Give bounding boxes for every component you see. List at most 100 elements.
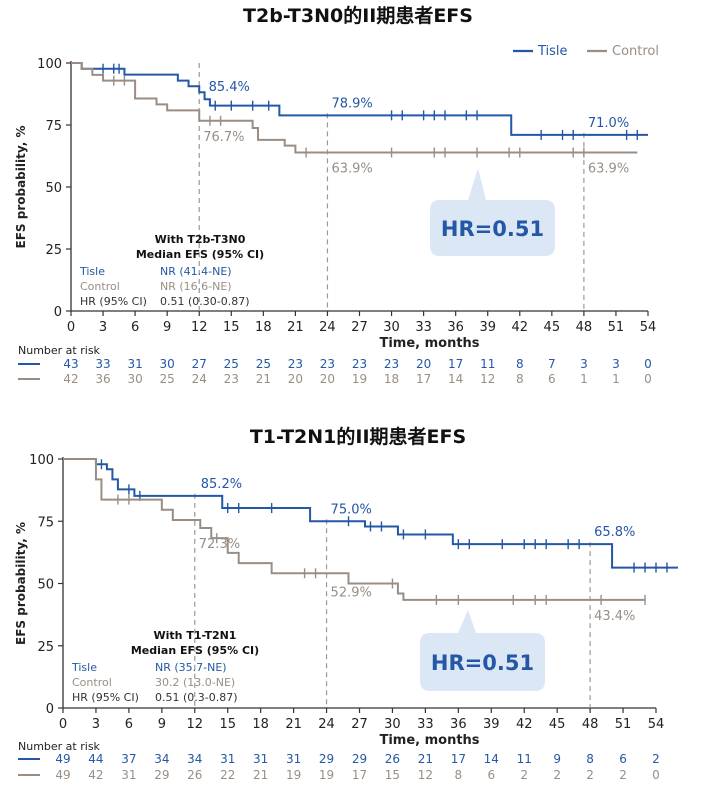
x-axis-label: Time, months [379,336,479,351]
risk-count-tisle: 23 [384,357,399,371]
percent-annotation-control: 63.9% [588,162,629,177]
risk-count-tisle: 34 [187,752,202,766]
risk-count-control: 0 [652,768,660,782]
x-tick-label: 3 [99,320,107,335]
x-tick-label: 45 [549,717,566,732]
summary-row-value: 0.51 (0.3-0.87) [155,691,238,704]
risk-table-label: Number at risk [18,740,101,753]
y-tick-label: 75 [45,119,62,134]
x-tick-label: 12 [187,717,204,732]
risk-count-control: 17 [352,768,367,782]
risk-count-tisle: 23 [288,357,303,371]
hr-callout-box [430,168,555,256]
risk-count-tisle: 11 [480,357,495,371]
risk-count-tisle: 37 [121,752,136,766]
risk-count-tisle: 26 [385,752,400,766]
y-tick-label: 100 [37,57,62,72]
percent-annotation-control: 76.7% [203,130,244,145]
summary-heading: With T1-T2N1 [154,629,237,642]
risk-count-control: 12 [418,768,433,782]
risk-count-control: 2 [520,768,528,782]
summary-subheading: Median EFS (95% CI) [136,248,264,261]
chart-title: T2b-T3N0的II期患者EFS [243,4,473,27]
risk-count-control: 15 [385,768,400,782]
risk-count-control: 19 [319,768,334,782]
risk-count-control: 23 [224,372,239,386]
risk-count-tisle: 31 [253,752,268,766]
risk-count-control: 18 [384,372,399,386]
summary-row-label: HR (95% CI) [72,691,139,704]
x-tick-label: 51 [608,320,625,335]
summary-row-value: NR (41.4-NE) [160,265,232,278]
risk-count-tisle: 0 [644,357,652,371]
series-line-control [63,458,646,601]
x-tick-label: 30 [383,320,400,335]
percent-annotation-control: 52.9% [331,585,372,600]
x-axis-label: Time, months [379,733,479,748]
risk-count-control: 20 [288,372,303,386]
risk-count-control: 12 [480,372,495,386]
risk-count-control: 30 [127,372,142,386]
percent-annotation-control: 72.3% [199,537,240,552]
x-tick-label: 39 [483,717,500,732]
x-tick-label: 0 [59,717,67,732]
risk-count-control: 14 [448,372,463,386]
y-tick-label: 50 [45,181,62,196]
x-tick-label: 3 [92,717,100,732]
hr-callout-box [420,610,545,691]
x-tick-label: 27 [351,717,368,732]
legend-label-tisle: Tisle [537,44,568,59]
risk-count-tisle: 31 [220,752,235,766]
x-tick-label: 21 [287,320,304,335]
risk-count-tisle: 8 [516,357,524,371]
x-tick-label: 54 [648,717,665,732]
risk-count-tisle: 14 [484,752,499,766]
risk-count-control: 29 [154,768,169,782]
series-line-tisle [71,62,648,136]
y-tick-label: 50 [37,578,54,593]
summary-row-value: NR (16.6-NE) [160,280,232,293]
risk-count-control: 25 [160,372,175,386]
risk-count-tisle: 9 [553,752,561,766]
x-tick-label: 33 [415,320,432,335]
hr-callout-text: HR=0.51 [431,651,534,675]
x-tick-label: 9 [158,717,166,732]
x-tick-label: 21 [285,717,302,732]
percent-annotation-tisle: 85.4% [209,80,250,95]
series-line-tisle [63,458,678,569]
risk-count-tisle: 49 [55,752,70,766]
risk-count-tisle: 2 [652,752,660,766]
y-tick-label: 0 [46,702,54,717]
risk-count-tisle: 27 [192,357,207,371]
risk-count-tisle: 25 [256,357,271,371]
percent-annotation-tisle: 85.2% [201,477,242,492]
summary-row-label: Control [80,280,120,293]
risk-count-tisle: 23 [320,357,335,371]
summary-row-value: 0.51 (0.30-0.87) [160,295,250,308]
percent-annotation-tisle: 71.0% [588,116,629,131]
y-tick-label: 0 [54,305,62,320]
x-tick-label: 9 [163,320,171,335]
hr-callout-text: HR=0.51 [441,217,544,241]
x-tick-label: 15 [219,717,236,732]
risk-count-tisle: 44 [88,752,103,766]
x-tick-label: 18 [255,320,272,335]
risk-count-control: 2 [619,768,627,782]
risk-count-control: 8 [516,372,524,386]
risk-count-control: 42 [88,768,103,782]
summary-row-value: 30.2 (13.0-NE) [155,676,235,689]
risk-count-control: 0 [644,372,652,386]
percent-annotation-tisle: 78.9% [331,96,372,111]
risk-count-control: 17 [416,372,431,386]
y-tick-label: 75 [37,515,54,530]
risk-count-control: 26 [187,768,202,782]
risk-count-control: 22 [220,768,235,782]
series-line-control [71,62,638,154]
summary-row-value: NR (35.7-NE) [155,661,227,674]
risk-count-control: 49 [55,768,70,782]
x-tick-label: 42 [516,717,533,732]
y-axis-label: EFS probability, % [14,126,28,249]
x-tick-label: 6 [125,717,133,732]
risk-count-control: 19 [286,768,301,782]
